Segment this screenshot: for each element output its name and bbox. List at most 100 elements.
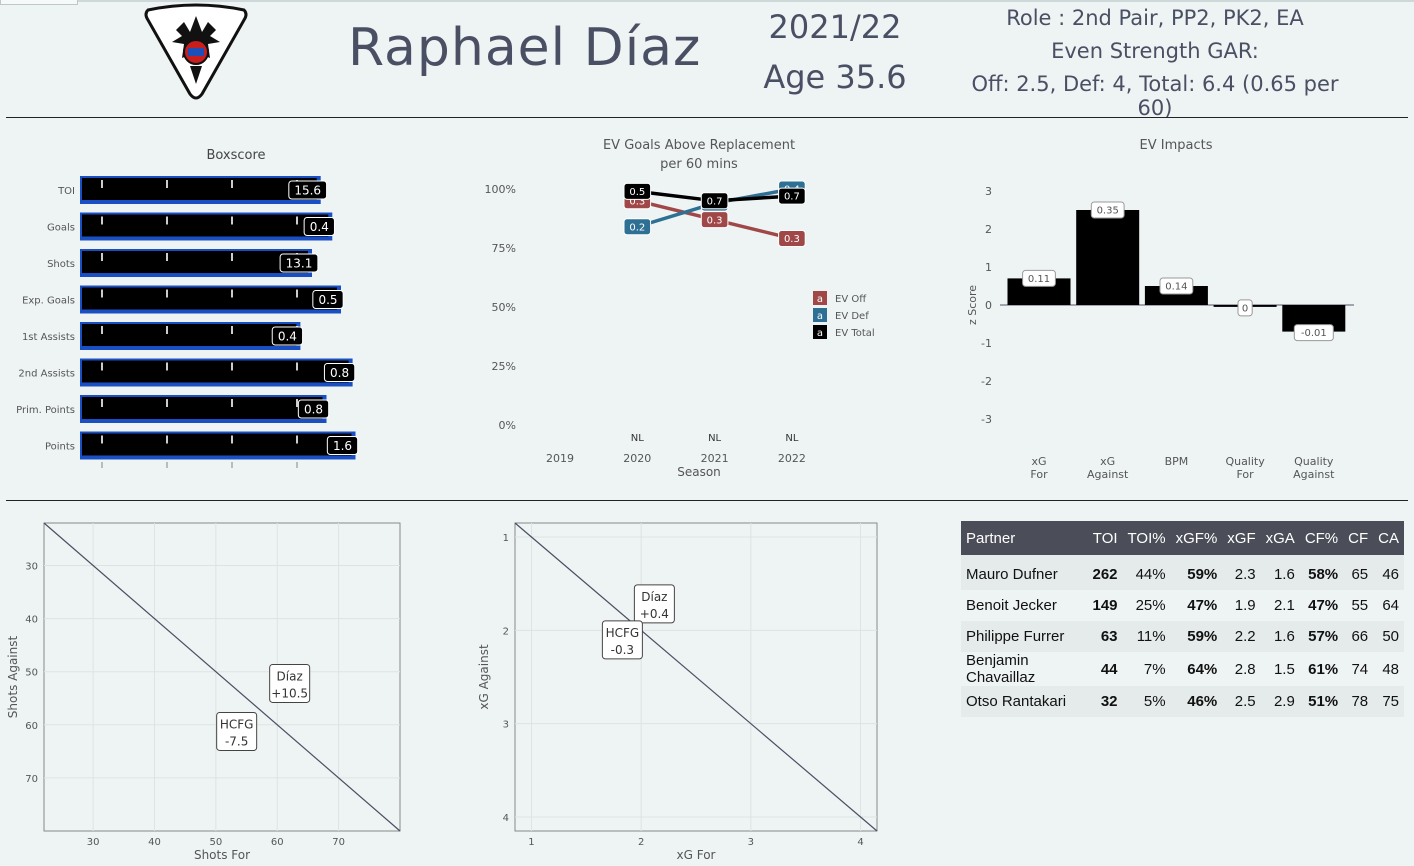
ev-gar-legend-key xyxy=(813,308,827,322)
ev-gar-point-label-box xyxy=(623,218,652,236)
xg-diagonal xyxy=(514,522,878,832)
ev-gar-point-label: 0.3 xyxy=(784,234,800,245)
shots-ylabel: Shots Against xyxy=(6,636,20,719)
boxscore-title: Boxscore xyxy=(206,148,265,163)
xg-xtick: 4 xyxy=(857,837,863,848)
partner-stat-cell: 1.9 xyxy=(1234,597,1256,614)
ev-impacts-ytick: -2 xyxy=(981,375,992,388)
ev-gar-league-label: NL xyxy=(631,433,644,444)
ev-gar-legend-label: EV Total xyxy=(835,328,875,339)
boxscore-value-label: 0.4 xyxy=(278,329,297,343)
boxscore-bar xyxy=(82,397,323,419)
ev-impacts-value-label: 0 xyxy=(1242,304,1248,315)
role-text: Role : 2nd Pair, PP2, PK2, EA xyxy=(1006,6,1304,30)
partner-stat-cell: 1.6 xyxy=(1260,621,1300,652)
ev-impacts-category-label: BPM xyxy=(1165,455,1189,468)
tab-stub[interactable] xyxy=(0,0,78,5)
shots-ytick: 70 xyxy=(25,774,38,785)
gar-label: Even Strength GAR: xyxy=(1051,39,1259,63)
boxscore-bar xyxy=(82,251,308,273)
boxscore-category-label: Goals xyxy=(47,223,75,234)
xg-ylabel: xG Against xyxy=(477,644,491,710)
partner-stat-cell: 2.5 xyxy=(1222,686,1261,717)
ev-gar-point-label: 0.7 xyxy=(784,192,800,203)
boxscore-value-label-box xyxy=(323,363,356,382)
ev-gar-league-label: NL xyxy=(708,433,721,444)
boxscore-value-label: 0.8 xyxy=(304,402,323,416)
partner-stat-cell: 59% xyxy=(1170,555,1223,590)
xg-xtick: 3 xyxy=(748,837,754,848)
boxscore-bar xyxy=(82,324,297,346)
ev-impacts-category-label: Against xyxy=(1293,468,1335,481)
partner-stat-cell: 66 xyxy=(1343,621,1374,652)
boxscore-value-label: 0.4 xyxy=(310,220,329,234)
shots-xtick: 40 xyxy=(148,837,161,848)
ev-gar-xtick: 2019 xyxy=(546,452,574,465)
season-label: 2021/22 xyxy=(768,8,902,46)
boxscore-category-label: Shots xyxy=(47,259,75,270)
shots-point-box xyxy=(269,663,311,703)
partner-stat-cell: 75 xyxy=(1373,686,1404,717)
ev-gar-xtick: 2021 xyxy=(701,452,729,465)
boxscore-value-label-box xyxy=(303,217,335,236)
ev-gar-ytick: 0% xyxy=(499,419,516,432)
partner-name-cell: Benjamin Chavaillaz xyxy=(966,652,1036,686)
partner-stat-cell: 2.9 xyxy=(1260,686,1300,717)
boxscore-bar xyxy=(82,214,329,237)
xg-ytick: 3 xyxy=(503,720,509,731)
partner-stat-cell: 65 xyxy=(1343,555,1374,590)
partners-column-header: xGF% xyxy=(1170,521,1223,555)
shots-diagonal xyxy=(43,522,401,832)
ev-gar-point-label-box xyxy=(623,182,652,200)
ev-gar-point-label-box xyxy=(700,211,729,229)
ev-gar-legend-label: EV Def xyxy=(835,311,869,322)
boxscore-value-label: 0.8 xyxy=(330,366,349,380)
xg-xlabel: xG For xyxy=(677,848,716,862)
xg-xtick: 1 xyxy=(528,837,534,848)
ev-gar-ytick: 25% xyxy=(492,360,516,373)
partner-stat-cell: 149 xyxy=(1092,597,1118,614)
divider-middle xyxy=(6,500,1408,501)
xg-point-name: Díaz xyxy=(641,590,667,604)
ev-impacts-ytick: 3 xyxy=(985,185,992,198)
ev-gar-point-label: 0.5 xyxy=(629,187,645,198)
boxscore-value-label: 0.5 xyxy=(318,293,337,307)
partner-stat-cell: 47% xyxy=(1308,597,1339,614)
xg-point-box xyxy=(633,584,675,624)
boxscore-category-label: Exp. Goals xyxy=(22,296,75,307)
ev-impacts-ytick: 2 xyxy=(985,223,992,236)
ev-gar-legend-glyph: a xyxy=(817,328,823,339)
partner-stat-cell: 59% xyxy=(1170,621,1223,652)
ev-impacts-category-label: For xyxy=(1237,468,1255,481)
partner-stat-cell: 47% xyxy=(1187,597,1218,614)
partners-column-header: CF% xyxy=(1299,521,1344,555)
ev-gar-title: EV Goals Above Replacement xyxy=(603,138,795,153)
boxscore-bar xyxy=(82,360,349,383)
ev-impacts-category-label: Quality xyxy=(1294,455,1334,468)
xg-point-name: HCFG xyxy=(606,626,640,640)
ev-impacts-value-label-box xyxy=(1022,269,1056,287)
ev-gar-legend-key xyxy=(813,291,827,305)
ev-impacts-value-label-box xyxy=(1090,201,1125,219)
ev-gar-subtitle: per 60 mins xyxy=(660,157,738,172)
ev-impacts-value-label-box xyxy=(1159,277,1194,295)
ev-impacts-ytick: -1 xyxy=(981,337,992,350)
xg-ytick: 1 xyxy=(503,533,509,544)
partner-name-cell: Otso Rantakari xyxy=(961,686,1088,717)
age-label: Age 35.6 xyxy=(763,58,907,96)
partners-table: Partner TOI TOI% xGF% xGF xGA CF% CF CA Mauro Du… xyxy=(961,521,1404,717)
ev-gar-point-label: 0.7 xyxy=(707,196,723,207)
ev-impacts-ytick: 1 xyxy=(985,261,992,274)
xg-point-box xyxy=(601,620,643,660)
partner-stat-cell: 78 xyxy=(1343,686,1374,717)
ev-impacts-value-label: 0.11 xyxy=(1028,274,1050,285)
table-row: Benoit Jecker 149 25% 47% 1.9 2.1 47% 55 64 xyxy=(961,590,1404,621)
boxscore-category-label: Prim. Points xyxy=(16,405,75,416)
shots-xtick: 70 xyxy=(332,837,345,848)
shots-point-name: Díaz xyxy=(277,669,303,683)
shots-xlabel: Shots For xyxy=(194,848,250,862)
boxscore-value-label: 13.1 xyxy=(286,256,313,270)
partner-stat-cell: 1.5 xyxy=(1273,660,1295,678)
